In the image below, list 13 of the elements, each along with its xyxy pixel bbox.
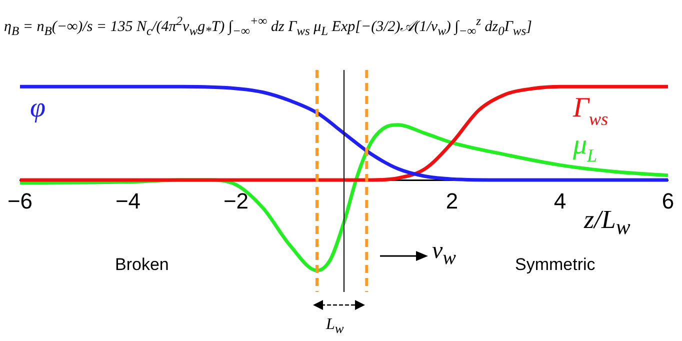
chart-title: η$_{B}$ = n$_{B}$(−∞)/s = 135 N$_{c}$/(4π$^{2}$v$_{w}$g$_{*}$T) ∫$_{−∞}$$^{+∞}$ dz Γ$_{ws}$ μ$_{L}$ Exp[−(3/2)𝒜(1/v$_{w}$) ∫$_{−∞}$$^{z}$ dz$_{0}$Γ$_{ws}$] (4, 14, 532, 38)
x-tick-label: 6 (662, 188, 674, 214)
annotation: Broken (115, 255, 169, 275)
x-tick-label: −2 (223, 188, 249, 214)
x-axis-title: z/L$_{w}$ (584, 205, 630, 240)
x-tick-label: −6 (7, 188, 33, 214)
x-tick-label: −4 (115, 188, 141, 214)
x-tick-label: 4 (554, 188, 566, 214)
series-label: φ (30, 92, 46, 124)
x-tick-label: 2 (446, 188, 458, 214)
annotation: Symmetric (515, 255, 596, 275)
text: L$_{w}$ (326, 316, 344, 338)
annotation: v$_{w}$ (432, 238, 456, 270)
